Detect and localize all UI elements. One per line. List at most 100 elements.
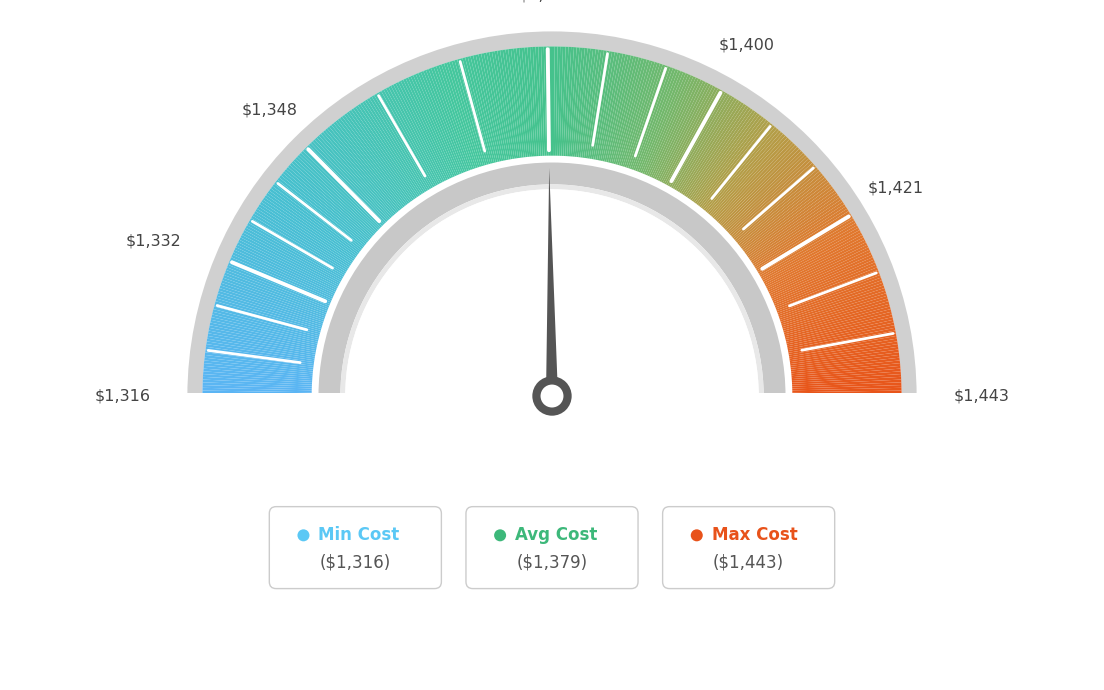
Wedge shape [560,47,565,156]
Wedge shape [255,208,349,269]
Wedge shape [569,48,580,157]
Wedge shape [787,325,895,349]
Wedge shape [733,167,818,240]
Wedge shape [358,104,420,196]
Wedge shape [763,228,860,282]
Wedge shape [686,106,749,197]
Wedge shape [344,113,411,203]
Wedge shape [241,235,339,287]
Wedge shape [210,319,318,346]
Wedge shape [630,66,668,169]
Wedge shape [203,368,312,379]
Wedge shape [626,63,662,168]
Wedge shape [710,132,783,216]
Wedge shape [790,357,900,371]
Wedge shape [741,179,828,248]
Wedge shape [209,328,316,351]
Wedge shape [225,270,328,311]
Bar [102,393,1002,656]
Wedge shape [789,339,898,358]
Wedge shape [489,52,511,159]
Wedge shape [393,83,445,182]
Wedge shape [208,331,316,353]
Wedge shape [234,247,335,295]
FancyBboxPatch shape [662,506,835,589]
Wedge shape [672,94,730,189]
Text: ($1,316): ($1,316) [320,553,391,571]
Wedge shape [209,325,317,349]
Wedge shape [379,91,435,187]
Text: $1,400: $1,400 [719,37,775,52]
Wedge shape [259,201,352,264]
Wedge shape [571,48,582,157]
Text: ($1,379): ($1,379) [517,553,587,571]
Wedge shape [581,49,596,157]
Wedge shape [750,197,841,261]
Wedge shape [755,208,849,269]
Wedge shape [768,242,867,292]
Wedge shape [353,107,417,198]
Wedge shape [203,374,312,383]
Wedge shape [508,49,523,157]
Wedge shape [701,121,771,208]
Wedge shape [223,275,327,315]
Wedge shape [299,152,380,230]
Wedge shape [386,87,439,184]
Wedge shape [220,286,323,322]
Wedge shape [737,173,824,244]
Wedge shape [656,81,705,180]
Wedge shape [634,67,673,170]
Wedge shape [204,357,314,371]
Wedge shape [620,61,655,166]
Wedge shape [646,74,691,175]
Wedge shape [449,61,484,166]
Wedge shape [764,230,861,284]
Wedge shape [790,352,899,368]
FancyBboxPatch shape [269,506,442,589]
Wedge shape [442,63,478,168]
Wedge shape [724,152,805,230]
Wedge shape [792,380,901,386]
Wedge shape [762,225,858,280]
Wedge shape [783,299,889,331]
Wedge shape [760,220,856,277]
Wedge shape [749,195,840,259]
Wedge shape [793,385,902,391]
Wedge shape [788,333,896,355]
Wedge shape [317,136,392,218]
Wedge shape [661,85,713,183]
Wedge shape [283,171,368,243]
Wedge shape [643,72,686,174]
Wedge shape [718,143,795,224]
Wedge shape [266,193,357,258]
Wedge shape [678,98,737,192]
Wedge shape [555,46,560,156]
Wedge shape [342,115,410,204]
Wedge shape [786,317,893,344]
Wedge shape [459,58,490,164]
Wedge shape [238,239,337,290]
Wedge shape [689,108,753,199]
Wedge shape [721,147,799,226]
Wedge shape [792,366,901,377]
Wedge shape [401,80,449,179]
Wedge shape [391,85,443,183]
Wedge shape [423,70,465,172]
Wedge shape [769,247,870,295]
Wedge shape [765,235,863,287]
Wedge shape [502,50,520,158]
Wedge shape [436,66,474,169]
Wedge shape [203,366,312,377]
Wedge shape [668,90,723,186]
Wedge shape [367,98,426,192]
Wedge shape [533,47,541,156]
Wedge shape [244,228,341,282]
Wedge shape [792,360,900,373]
Wedge shape [500,50,518,158]
Wedge shape [360,102,422,195]
Wedge shape [768,245,869,294]
Wedge shape [204,355,314,370]
Wedge shape [497,50,517,159]
Wedge shape [731,163,815,237]
Wedge shape [631,66,670,170]
